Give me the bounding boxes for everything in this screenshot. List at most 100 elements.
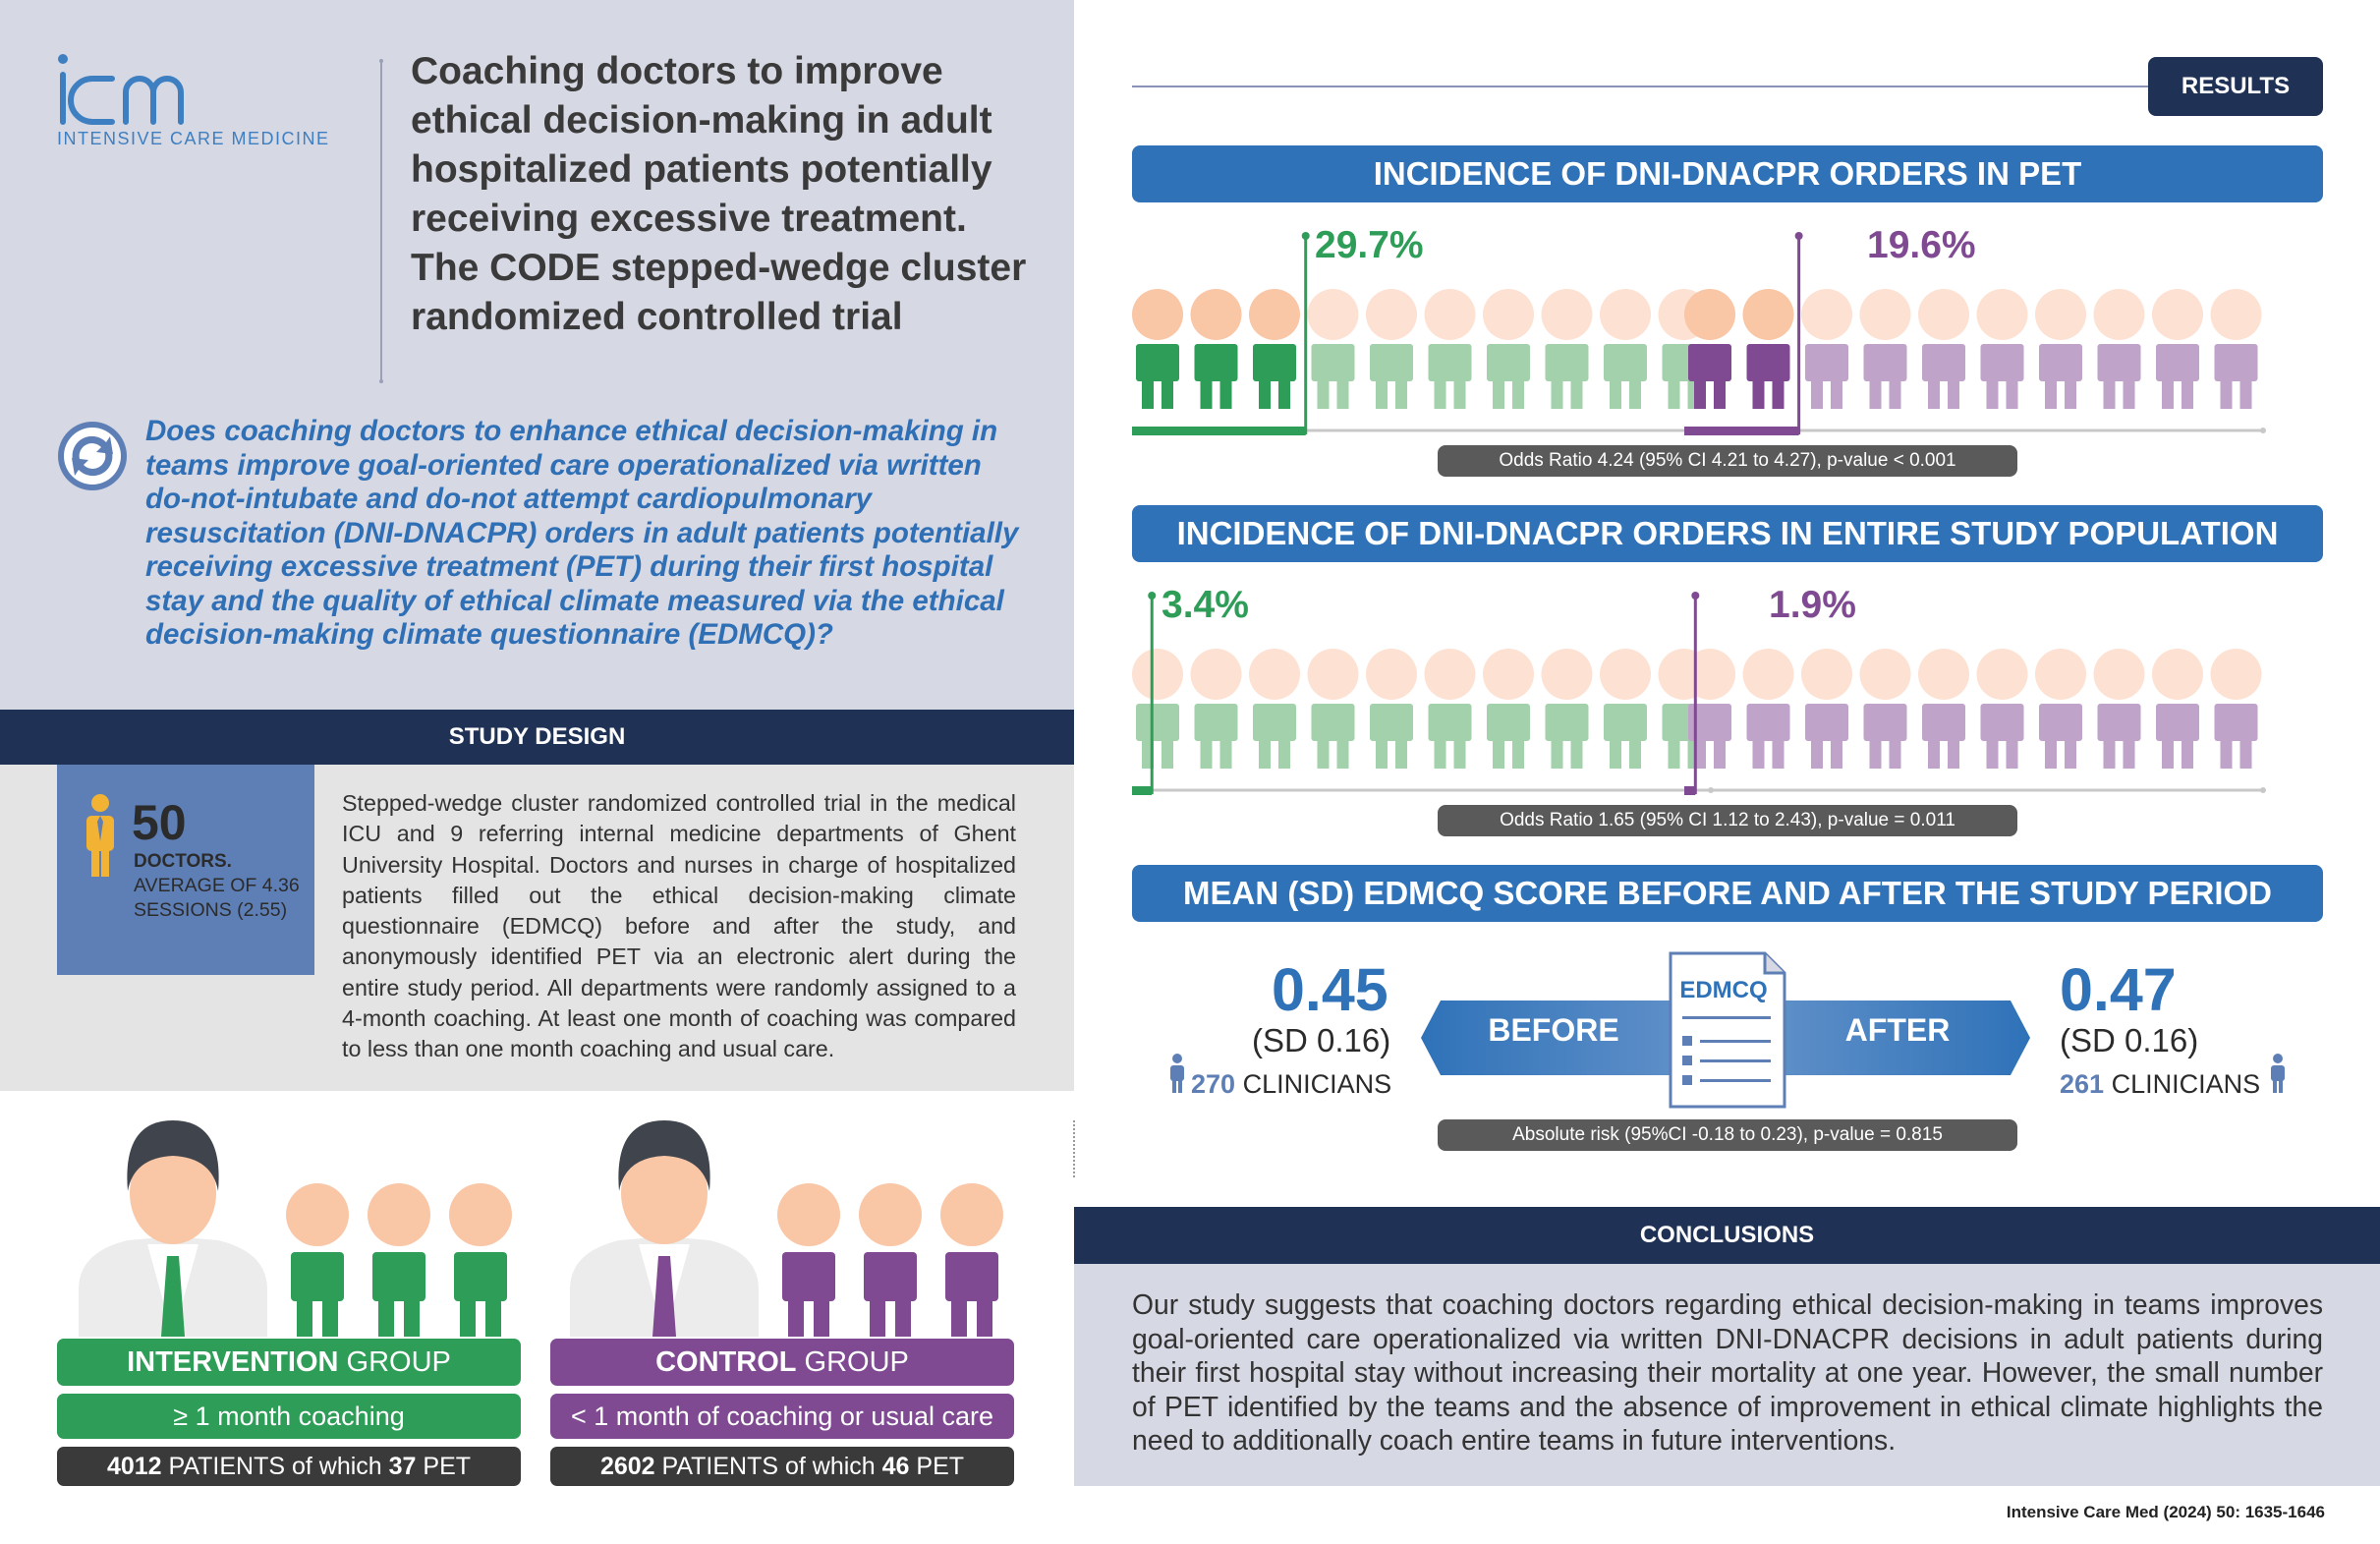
section1-control-figures (1684, 232, 2266, 435)
section2-odds-ratio: Odds Ratio 1.65 (95% CI 1.12 to 2.43), p… (1438, 805, 2017, 836)
intervention-pet-label: PET (416, 1453, 472, 1480)
section1-intervention-pct: 29.7% (1315, 224, 1424, 266)
section2-control-pct-marker-dot (1691, 592, 1700, 600)
section2-intervention-patient-4 (1307, 649, 1359, 769)
section2-control-patient-8 (2093, 649, 2145, 769)
section2-control-baseline-end (2260, 787, 2266, 793)
before-mean: 0.45 (1272, 956, 1388, 1023)
section1-intervention-patient-5 (1366, 289, 1417, 409)
column-divider (1073, 1120, 1075, 1177)
control-suffix: GROUP (796, 1346, 909, 1378)
conclusions-text: Our study suggests that coaching doctors… (1132, 1288, 2323, 1457)
page-title: Coaching doctors to improve ethical deci… (411, 50, 1027, 338)
doctors-count: 50 (132, 795, 187, 850)
section1-intervention-patient-9 (1600, 289, 1651, 409)
icm-logo (58, 54, 184, 125)
section1-control-patient-2 (1742, 289, 1794, 409)
after-clinicians: 261 CLINICIANS (2060, 1069, 2260, 1100)
before-sd: (SD 0.16) (1252, 1022, 1391, 1058)
section2-intervention-pct-bar (1132, 786, 1153, 795)
results-rule (1132, 86, 2154, 87)
section2-control-figures (1684, 592, 2266, 795)
section2-control-patient-5 (1918, 649, 1969, 769)
control-patients-count: 2602 (599, 1453, 655, 1480)
before-clinicians-count: 270 (1191, 1069, 1236, 1099)
control-name: CONTROL (655, 1346, 797, 1378)
intervention-group-illustration (79, 1120, 512, 1337)
section3-title: MEAN (SD) EDMCQ SCORE BEFORE AND AFTER T… (1132, 865, 2323, 922)
section2-control-patient-2 (1742, 649, 1794, 769)
section2-intervention-patient-8 (1541, 649, 1593, 769)
section1-intervention-patient-3 (1249, 289, 1300, 409)
control-pet-count: 46 (881, 1453, 910, 1480)
intervention-name: INTERVENTION (127, 1346, 339, 1378)
section2-control-patient-9 (2152, 649, 2203, 769)
results-badge: RESULTS (2148, 57, 2323, 116)
doctor-person-icon (86, 794, 114, 877)
section1-control-patient-1 (1684, 289, 1735, 409)
section1-control-patient-9 (2152, 289, 2203, 409)
intervention-patients-count: 4012 (106, 1453, 162, 1480)
doctor-figure (570, 1120, 759, 1337)
control-group-label: CONTROL GROUP (550, 1339, 1014, 1386)
section1-intervention-patient-6 (1424, 289, 1476, 409)
section1-intervention-patient-7 (1483, 289, 1534, 409)
section2-control-patient-10 (2210, 649, 2262, 769)
before-arrow (1421, 1001, 1676, 1075)
edmcq-doc-label: EDMCQ (1679, 977, 1768, 1003)
intervention-group-label: INTERVENTION GROUP (57, 1339, 521, 1386)
section1-intervention-pct-bar (1132, 427, 1306, 435)
section2-control-patient-6 (1976, 649, 2028, 769)
section2-control-patient-7 (2035, 649, 2086, 769)
before-clinicians-label: CLINICIANS (1242, 1069, 1392, 1099)
after-label: AFTER (1844, 1012, 1951, 1048)
control-group-illustration (570, 1120, 1003, 1337)
section2-intervention-patient-7 (1483, 649, 1534, 769)
study-design-text: Stepped-wedge cluster randomized control… (342, 790, 1016, 1062)
before-clinicians: 270 CLINICIANS (1191, 1069, 1391, 1100)
section2-control-patient-4 (1859, 649, 1911, 769)
section1-control-baseline-end (2260, 428, 2266, 433)
title-divider (379, 59, 383, 383)
section1-control-pct-bar (1684, 427, 1799, 435)
section2-control-patient-1 (1684, 649, 1735, 769)
control-coaching: < 1 month of coaching or usual care (550, 1394, 1014, 1439)
section1-intervention-patient-4 (1307, 289, 1359, 409)
section1-control-patient-5 (1918, 289, 1969, 409)
after-sd: (SD 0.16) (2060, 1022, 2199, 1058)
section1-control-pct: 19.6% (1867, 224, 1976, 266)
section1-control-patient-7 (2035, 289, 2086, 409)
section1-title: INCIDENCE OF DNI-DNACPR ORDERS IN PET (1132, 145, 2323, 202)
section1-control-patient-6 (1976, 289, 2028, 409)
section1-odds-ratio: Odds Ratio 4.24 (95% CI 4.21 to 4.27), p… (1438, 445, 2017, 477)
section2-control-pct-bar (1684, 786, 1696, 795)
section2-intervention-patient-1 (1132, 649, 1183, 769)
absolute-risk: Absolute risk (95%CI -0.18 to 0.23), p-v… (1438, 1119, 2017, 1151)
before-label: BEFORE (1488, 1012, 1619, 1048)
logo-subtitle: INTENSIVE CARE MEDICINE (57, 129, 330, 148)
section2-intervention-patient-5 (1366, 649, 1417, 769)
after-mean: 0.47 (2060, 956, 2177, 1023)
section2-intervention-patient-3 (1249, 649, 1300, 769)
research-question: Does coaching doctors to enhance ethical… (145, 415, 1019, 651)
intervention-coaching: ≥ 1 month coaching (57, 1394, 521, 1439)
conclusions-heading: CONCLUSIONS (1074, 1207, 2380, 1264)
section2-title: INCIDENCE OF DNI-DNACPR ORDERS IN ENTIRE… (1132, 505, 2323, 562)
questionnaire-document-icon (1669, 951, 1786, 1109)
section2-intervention-pct: 3.4% (1162, 584, 1249, 626)
control-pet-label: PET (909, 1453, 965, 1480)
intervention-patients: 4012 PATIENTS of which 37 PET (57, 1447, 521, 1486)
patient-figures (286, 1183, 512, 1337)
doctor-figure (79, 1120, 267, 1337)
exchange-arrows-icon (58, 422, 127, 490)
doctors-label: DOCTORS. (134, 851, 232, 872)
after-clinicians-count: 261 (2060, 1069, 2105, 1099)
control-patients: 2602 PATIENTS of which 46 PET (550, 1447, 1014, 1486)
section1-intervention-pct-marker-dot (1301, 232, 1310, 240)
intervention-suffix: GROUP (338, 1346, 451, 1378)
section1-control-pct-marker-dot (1794, 232, 1803, 240)
section1-control-patient-8 (2093, 289, 2145, 409)
section1-control-patient-3 (1801, 289, 1852, 409)
clinician-person-icon (2271, 1054, 2285, 1093)
intervention-pet-count: 37 (388, 1453, 417, 1480)
